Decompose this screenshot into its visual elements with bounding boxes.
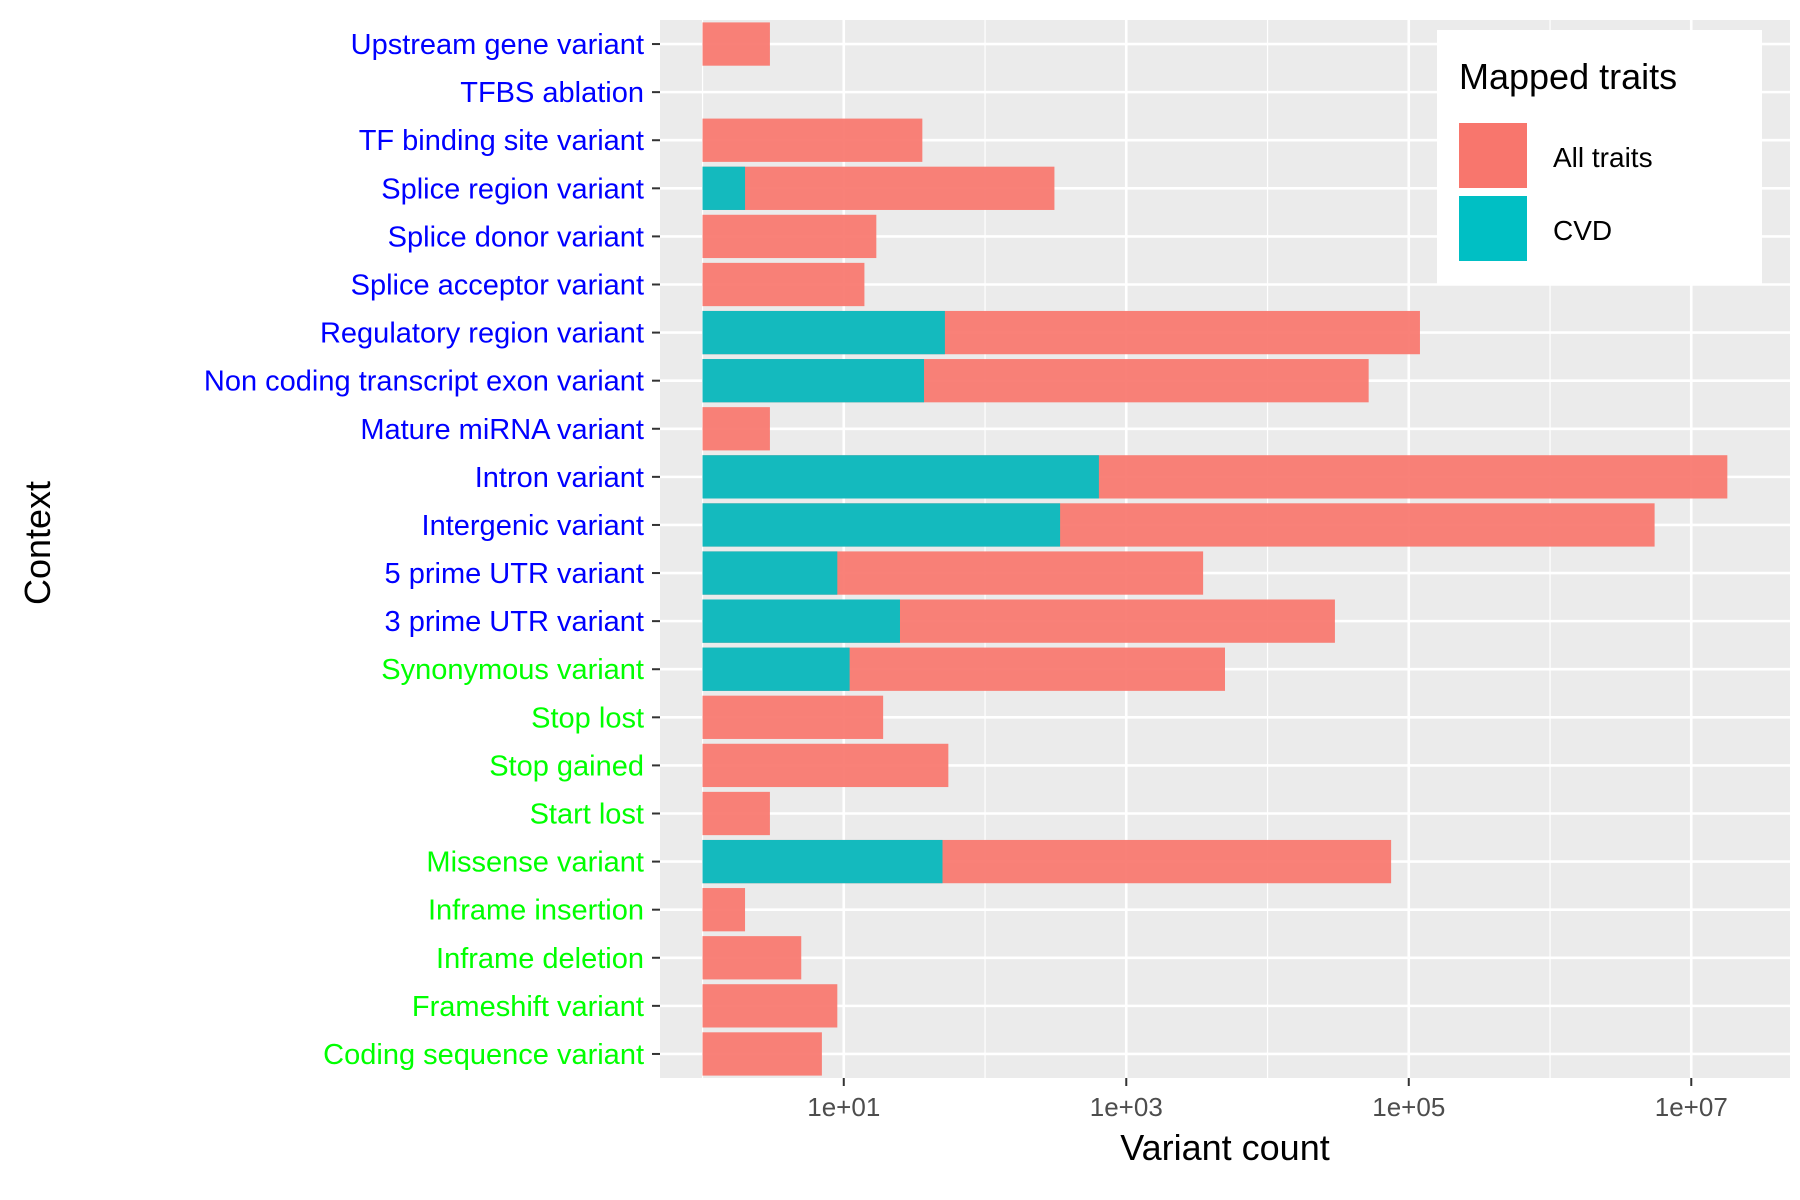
bar-all-traits (702, 1032, 822, 1076)
bar-cvd (702, 599, 900, 643)
y-tick-label: Intron variant (475, 462, 644, 494)
legend: Mapped traits All traits CVD (1437, 30, 1762, 285)
bar-all-traits (702, 262, 865, 307)
bar-all-traits (702, 166, 1055, 210)
bar-all-traits (702, 791, 770, 836)
y-axis: Upstream gene variant TFBS ablation TF bin… (204, 29, 660, 1071)
bar-cvd (702, 647, 850, 691)
y-tick-label: Start lost (530, 799, 644, 831)
y-tick-label: Splice acceptor variant (351, 270, 644, 302)
y-tick-label: Synonymous variant (381, 654, 644, 686)
bar-all-traits (702, 695, 884, 739)
bar-all-traits (702, 22, 770, 66)
y-tick-label: Intergenic variant (422, 510, 644, 542)
y-tick-label: TFBS ablation (460, 77, 644, 109)
y-tick-label: Frameshift variant (412, 991, 644, 1023)
bar-cvd (702, 839, 943, 884)
y-tick-label: Inframe insertion (428, 895, 644, 927)
x-axis: 1e+01 1e+03 1e+05 1e+07 (807, 1078, 1728, 1122)
legend-title: Mapped traits (1459, 56, 1677, 97)
bar-all-traits (702, 888, 746, 932)
bar-cvd (702, 359, 925, 403)
legend-key-all-traits (1459, 123, 1527, 188)
y-tick-label: Mature miRNA variant (360, 414, 644, 446)
x-tick-label: 1e+01 (807, 1092, 880, 1122)
bar-cvd (702, 455, 1099, 499)
y-tick-label: Coding sequence variant (323, 1039, 644, 1071)
y-axis-title: Context (17, 481, 58, 605)
y-tick-label: Stop lost (531, 702, 644, 734)
legend-label-cvd: CVD (1553, 215, 1612, 246)
y-tick-label: Missense variant (426, 847, 644, 879)
bar-cvd (702, 503, 1061, 547)
bar-all-traits (702, 214, 877, 259)
bar-all-traits (702, 118, 923, 162)
bar-all-traits (702, 743, 949, 788)
bar-all-traits (702, 936, 802, 980)
legend-key-cvd (1459, 196, 1527, 261)
bar-cvd (702, 551, 838, 595)
y-tick-label: 5 prime UTR variant (385, 558, 644, 590)
y-tick-label: TF binding site variant (359, 125, 644, 157)
x-tick-label: 1e+07 (1655, 1092, 1728, 1122)
y-tick-label: 3 prime UTR variant (385, 606, 644, 638)
y-tick-label: Stop gained (489, 750, 644, 782)
x-tick-label: 1e+05 (1372, 1092, 1445, 1122)
legend-label-all-traits: All traits (1553, 142, 1653, 173)
x-axis-title: Variant count (1120, 1127, 1329, 1168)
y-tick-label: Inframe deletion (436, 943, 644, 975)
y-tick-label: Splice donor variant (388, 221, 644, 253)
y-tick-label: Regulatory region variant (320, 318, 644, 350)
x-tick-label: 1e+03 (1090, 1092, 1163, 1122)
bar-all-traits (702, 984, 838, 1028)
y-tick-label: Non coding transcript exon variant (204, 366, 644, 398)
bar-cvd (702, 166, 746, 210)
y-tick-label: Upstream gene variant (351, 29, 644, 61)
cvd-bars (702, 166, 1099, 884)
bar-all-traits (702, 407, 770, 451)
bar-cvd (702, 310, 945, 355)
y-tick-label: Splice region variant (381, 173, 644, 205)
